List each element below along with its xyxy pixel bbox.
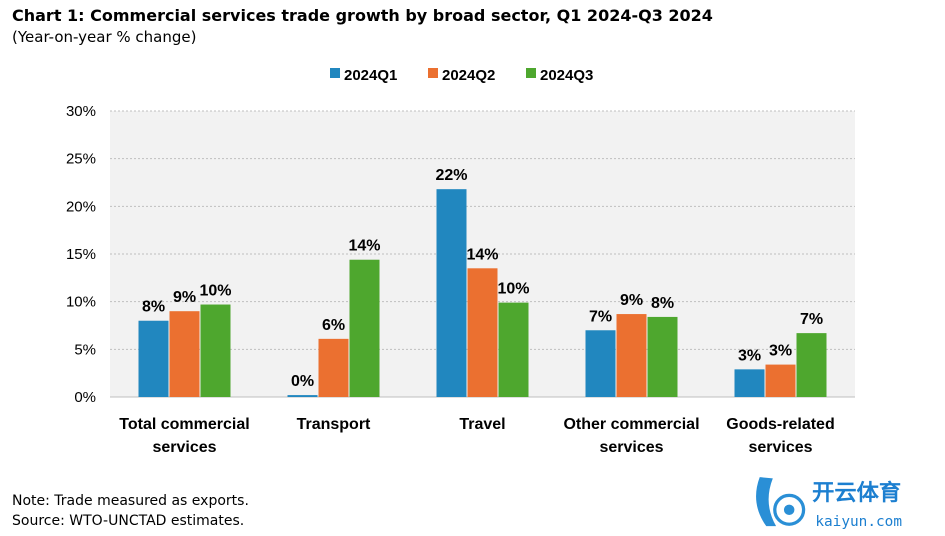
data-label: 10%	[199, 283, 231, 300]
bar-2024Q2	[169, 311, 200, 397]
data-label: 14%	[348, 238, 380, 255]
data-label: 14%	[466, 246, 498, 263]
data-label: 8%	[142, 299, 165, 316]
chart-title: Chart 1: Commercial services trade growt…	[12, 6, 713, 25]
y-tick-label: 0%	[74, 389, 96, 406]
bar-2024Q1	[287, 395, 318, 397]
watermark-k-shape	[756, 477, 777, 527]
bar-2024Q3	[200, 304, 231, 397]
x-category-label: services	[599, 439, 663, 456]
data-label: 22%	[435, 167, 467, 184]
bar-2024Q3	[498, 302, 529, 397]
data-label: 9%	[173, 289, 196, 306]
source-text: Source: WTO-UNCTAD estimates.	[12, 513, 245, 529]
watermark-url: kaiyun.com	[815, 514, 902, 530]
data-label: 10%	[497, 281, 529, 298]
x-category-label: services	[152, 439, 216, 456]
data-label: 3%	[738, 347, 761, 364]
bar-2024Q3	[349, 259, 380, 397]
bar-2024Q3	[796, 333, 827, 397]
x-category-label: services	[748, 439, 812, 456]
notes: Note: Trade measured as exports. Source:…	[12, 491, 249, 531]
bar-2024Q2	[765, 364, 796, 397]
data-label: 7%	[800, 311, 823, 328]
bar-2024Q3	[647, 316, 678, 397]
legend-swatch	[526, 68, 536, 78]
bar-2024Q1	[138, 320, 169, 397]
bar-2024Q1	[734, 369, 765, 397]
legend-swatch	[330, 68, 340, 78]
legend-label: 2024Q1	[344, 67, 397, 84]
watermark-text: 开云体育	[812, 479, 901, 506]
data-label: 9%	[620, 292, 643, 309]
data-label: 3%	[769, 343, 792, 360]
x-category-label: Transport	[297, 416, 371, 433]
bar-2024Q2	[616, 314, 647, 397]
x-category-label: Goods-related	[726, 416, 834, 433]
y-tick-label: 30%	[66, 103, 96, 120]
bar-2024Q2	[467, 268, 498, 397]
legend-label: 2024Q2	[442, 67, 495, 84]
y-tick-label: 25%	[66, 151, 96, 168]
data-label: 7%	[589, 308, 612, 325]
data-label: 0%	[291, 373, 314, 390]
y-tick-label: 20%	[66, 198, 96, 215]
x-category-label: Other commercial	[563, 416, 699, 433]
data-label: 6%	[322, 317, 345, 334]
chart-subtitle: (Year-on-year % change)	[12, 28, 197, 46]
data-label: 8%	[651, 295, 674, 312]
legend-swatch	[428, 68, 438, 78]
y-tick-label: 5%	[74, 341, 96, 358]
watermark-logo: 开云体育 kaiyun.com	[756, 477, 902, 530]
bar-2024Q2	[318, 338, 349, 397]
bar-2024Q1	[436, 189, 467, 397]
note-text: Note: Trade measured as exports.	[12, 493, 249, 509]
legend-label: 2024Q3	[540, 67, 593, 84]
watermark-ball-center	[783, 504, 795, 516]
x-category-label: Total commercial	[119, 416, 249, 433]
y-tick-label: 10%	[66, 294, 96, 311]
bar-2024Q1	[585, 330, 616, 397]
y-tick-label: 15%	[66, 246, 96, 263]
x-category-label: Travel	[459, 416, 505, 433]
